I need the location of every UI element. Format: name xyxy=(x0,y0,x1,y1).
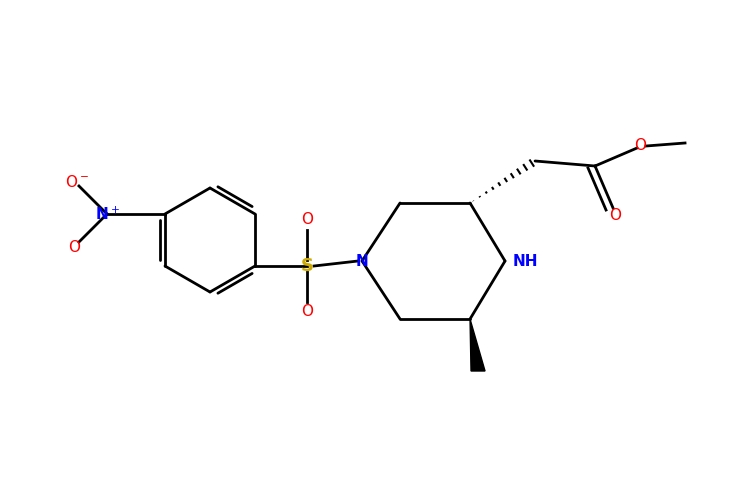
Text: O: O xyxy=(634,138,646,154)
Text: O: O xyxy=(301,304,313,320)
Polygon shape xyxy=(470,319,485,371)
Text: N: N xyxy=(356,254,368,268)
Text: O: O xyxy=(68,240,80,254)
Text: O: O xyxy=(301,212,313,228)
Text: S: S xyxy=(301,257,313,275)
Text: N$^+$: N$^+$ xyxy=(94,206,119,222)
Text: NH: NH xyxy=(513,254,538,268)
Text: O$^-$: O$^-$ xyxy=(65,174,89,190)
Text: O: O xyxy=(609,208,621,224)
